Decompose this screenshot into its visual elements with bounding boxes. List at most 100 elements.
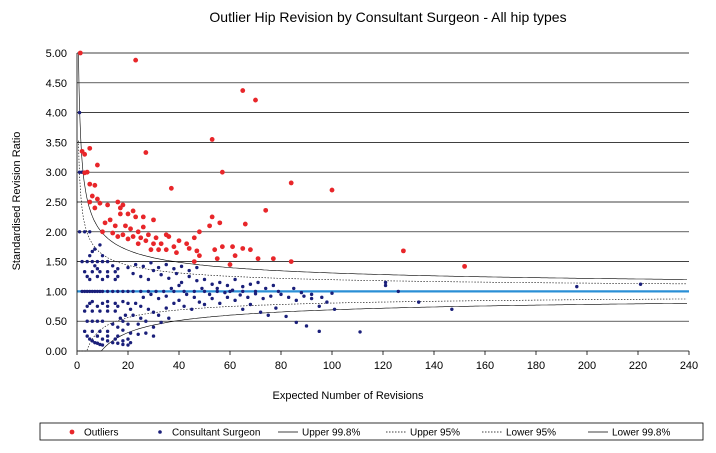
surgeon-point [207,292,212,297]
outlier-point [92,182,98,188]
outlier-point [120,232,126,238]
surgeon-point [383,280,388,285]
surgeon-point [95,319,100,323]
surgeon-point [174,271,179,276]
surgeon-point [116,341,120,345]
surgeon-point [202,302,207,307]
legend-label: Upper 95% [410,428,460,439]
surgeon-point [383,283,388,288]
surgeon-point [121,299,125,304]
surgeon-point [179,280,184,285]
surgeon-point [136,322,140,326]
outlier-point [115,234,121,239]
surgeon-point [90,289,95,294]
x-tick-label: 180 [527,360,545,372]
outlier-point [329,187,335,193]
surgeon-point [121,319,125,323]
outlier-point [174,250,179,256]
surgeon-point [136,332,140,337]
surgeon-point [218,280,222,285]
surgeon-point [159,320,163,325]
surgeon-point [167,316,171,320]
x-tick-label: 40 [173,360,185,372]
surgeon-point [192,295,196,300]
surgeon-point [200,286,204,291]
outlier-point [128,226,133,232]
outlier-point [151,217,156,223]
surgeon-point [304,324,309,328]
surgeon-point [172,267,176,271]
surgeon-point [253,289,258,294]
legend-label: Upper 99.8% [302,428,360,439]
outlier-point [184,241,190,247]
outlier-point [140,224,146,230]
surgeon-point [299,290,304,295]
surgeon-point [164,262,168,267]
surgeon-point [164,306,168,310]
surgeon-point [100,319,105,323]
surgeon-point [144,319,148,323]
outlier-point [230,244,235,250]
surgeon-point [118,316,123,320]
surgeon-point [253,292,258,296]
surgeon-point [111,264,115,268]
surgeon-point [139,316,143,320]
surgeon-point [179,264,184,269]
surgeon-point [98,270,102,274]
surgeon-point [93,264,97,268]
surgeon-point [286,295,291,300]
surgeon-point [82,289,87,294]
surgeon-point [159,273,163,277]
surgeon-point [241,307,245,311]
surgeon-point [77,110,82,115]
surgeon-point [77,170,82,174]
surgeon-point [100,337,105,341]
surgeon-point [309,296,314,301]
legend-label: Lower 95% [506,428,556,439]
outlier-point [240,246,246,251]
data-points [77,50,643,347]
surgeon-point [167,276,171,280]
x-tick-label: 120 [374,360,392,372]
surgeon-point [169,286,174,291]
outlier-point [248,247,253,253]
outlier-point [133,214,139,220]
outlier-point [112,223,118,229]
surgeon-point [238,293,242,297]
outlier-point [168,185,174,191]
outlier-point [288,180,294,186]
surgeon-point [77,230,82,234]
surgeon-point [248,302,253,307]
outlier-point [95,196,100,202]
surgeon-point [274,306,278,310]
surgeon-point [330,291,334,295]
outlier-point [92,205,98,211]
surgeon-point [95,274,100,279]
legend-marker-outliers [69,429,75,435]
surgeon-point [202,289,207,294]
surgeon-point [105,299,110,304]
surgeon-point [85,289,89,294]
y-tick-label: 1.00 [46,286,67,298]
x-tick-label: 80 [275,360,287,372]
outlier-point [197,229,202,235]
surgeon-point [105,270,110,274]
outlier-point [130,208,136,214]
surgeon-point [98,243,102,247]
surgeon-point [320,295,324,300]
y-tick-label: 4.00 [46,108,67,120]
axes: 0.00 0.50 1.00 1.50 2.00 2.50 3.00 3.50 4.00 4.50… [46,48,699,372]
outlier-point [117,211,123,217]
outlier-point [95,162,100,168]
surgeon-point [223,290,227,295]
surgeon-point [85,334,89,338]
surgeon-point [271,283,276,288]
surgeon-point [111,340,115,345]
outlier-point [163,232,169,238]
surgeon-point [90,270,95,274]
surgeon-point [149,292,153,297]
surgeon-point [90,339,95,343]
surgeon-point [215,289,219,294]
outlier-point [227,262,233,267]
surgeon-point [98,342,102,347]
